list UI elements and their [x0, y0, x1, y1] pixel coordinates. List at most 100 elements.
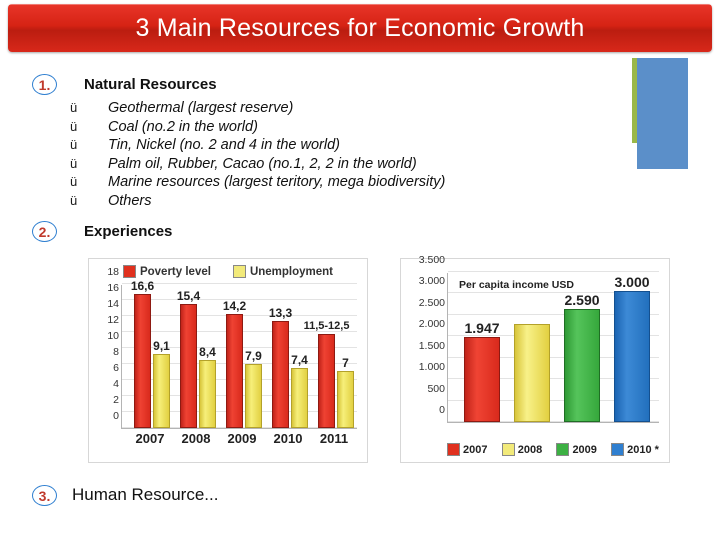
bar-poverty: 13,3	[269, 306, 292, 428]
bar-poverty: 15,4	[177, 289, 200, 428]
bar-value-label: 1.947	[464, 320, 500, 336]
bar-value-label: 2.590	[564, 292, 600, 308]
list-item: ü Palm oil, Rubber, Cacao (no.1, 2, 2 in…	[70, 156, 630, 175]
x-tick-label: 2011	[319, 431, 349, 446]
natural-resources-list: ü Geothermal (largest reserve) ü Coal (n…	[70, 100, 630, 211]
list-item: ü Marine resources (largest teritory, me…	[70, 174, 630, 193]
bar-value-label: 9,1	[153, 339, 170, 353]
list-item-human-resource: Human Resource...	[72, 485, 219, 504]
bar-value-label: 3.000	[614, 274, 650, 291]
legend-swatch-icon	[447, 443, 460, 456]
gridline	[448, 399, 659, 401]
legend-swatch-icon	[556, 443, 570, 456]
legend-entry-2010: 2010 *	[611, 443, 659, 456]
check-icon: ü	[70, 174, 78, 189]
legend-label: 2009	[572, 443, 597, 456]
list-item-label: Palm oil, Rubber, Cacao (no.1, 2, 2 in t…	[108, 155, 417, 172]
legend-entry-poverty: Poverty level	[122, 265, 211, 278]
legend-label: 2008	[517, 443, 543, 456]
bar-group: 16,6 9,1	[131, 279, 170, 428]
check-icon: ü	[70, 137, 78, 152]
bar-poverty: 16,6	[131, 279, 154, 428]
legend-label: 2007	[463, 443, 488, 456]
slide-title-bar: 3 Main Resources for Economic Growth	[8, 4, 712, 52]
list-item-label: Others	[108, 192, 152, 209]
list-item-experiences: Experiences	[84, 223, 173, 240]
list-item-label: Coal (no.2 in the world)	[108, 118, 258, 135]
x-tick-label: 2009	[227, 431, 257, 446]
legend-swatch-icon	[122, 265, 136, 278]
title-highlight	[8, 4, 712, 5]
bar-poverty: 11,5-12,5	[304, 321, 349, 428]
legend-entry-2007: 2007	[447, 443, 487, 456]
list-item-label: Geothermal (largest reserve)	[108, 100, 294, 116]
bar-unemployment: 7,4	[291, 353, 308, 428]
gridline	[122, 299, 357, 300]
y-tick-label: 3.000	[418, 275, 445, 288]
decorative-green-bar	[632, 58, 637, 143]
y-tick-label: 14	[107, 298, 119, 310]
y-tick-label: 1.500	[418, 339, 445, 352]
gridline	[122, 283, 357, 284]
bar-value-label: 11,5-12,5	[303, 320, 350, 333]
chart-poverty-unemployment: Poverty level Unemployment 0 2 4 6 8 10 …	[88, 258, 368, 463]
legend-entry-2009: 2009	[556, 443, 597, 456]
gridline	[448, 378, 659, 380]
page-title: 3 Main Resources for Economic Growth	[135, 13, 585, 42]
legend-entry-2008: 2008	[501, 443, 543, 456]
bar-2008	[514, 324, 550, 422]
legend-swatch-icon	[501, 443, 515, 456]
gridline	[448, 356, 659, 358]
gridline	[448, 292, 659, 294]
decorative-blue-bar	[637, 58, 688, 169]
check-icon: ü	[70, 118, 78, 134]
y-tick-label: 12	[107, 314, 119, 326]
y-tick-label: 8	[113, 346, 119, 358]
legend-swatch-icon	[611, 443, 625, 456]
check-icon: ü	[70, 100, 78, 115]
check-icon: ü	[70, 155, 78, 171]
bar-value-label: 7,4	[291, 353, 308, 367]
list-item: ü Tin, Nickel (no. 2 and 4 in the world)	[70, 137, 630, 156]
bar-value-label: 14,2	[222, 299, 247, 313]
chart-title-per-capita: Per capita income USD	[459, 279, 574, 291]
bar-value-label: 7,9	[245, 349, 262, 363]
y-tick-label: 0	[113, 410, 119, 422]
chart-legend-right: 2007 2008 2009 2010 *	[447, 443, 659, 456]
legend-entry-unemployment: Unemployment	[232, 265, 334, 278]
y-tick-label: 18	[107, 266, 119, 278]
legend-label: 2010 *	[627, 443, 659, 456]
plot-area-right: 0 500 1.000 1.500 2.000 2.500 3.000 3.50…	[419, 254, 659, 423]
list-number-1: 1.	[32, 74, 57, 95]
y-tick-label: 2.500	[418, 296, 445, 309]
x-tick-label: 2010	[273, 431, 303, 446]
bar-group: 13,3 7,4	[269, 306, 308, 428]
bar-2010: 3.000	[614, 274, 650, 422]
legend-label: Unemployment	[249, 265, 334, 278]
x-axis-labels-left: 2007 2008 2009 2010 2011	[121, 431, 357, 451]
y-tick-label: 500	[427, 382, 445, 395]
bar-group: 14,2 7,9	[223, 299, 262, 428]
y-tick-label: 16	[107, 282, 119, 294]
list-item-natural-resources: Natural Resources	[84, 76, 217, 93]
y-tick-label: 2	[113, 394, 119, 406]
bar-unemployment: 7	[337, 356, 354, 428]
list-item-label: Tin, Nickel (no. 2 and 4 in the world)	[108, 137, 340, 153]
gridline	[448, 271, 659, 272]
list-number-3: 3.	[32, 485, 57, 506]
x-tick-label: 2008	[181, 431, 211, 446]
bar-poverty: 14,2	[223, 299, 246, 428]
bar-group: 15,4 8,4	[177, 289, 216, 428]
bar-2007: 1.947	[464, 320, 500, 422]
legend-label: Poverty level	[139, 265, 211, 278]
chart-per-capita-income: Per capita income USD 0 500 1.000 1.500 …	[400, 254, 670, 463]
y-tick-label: 6	[113, 362, 119, 374]
bar-value-label: 8,4	[199, 345, 216, 359]
plot-area-left: 0 2 4 6 8 10 12 14 16 18 16,6 9,1	[107, 266, 357, 429]
bar-value-label: 16,6	[130, 279, 155, 293]
bar-unemployment: 7,9	[245, 349, 262, 428]
bar-group: 11,5-12,5 7	[304, 321, 354, 428]
y-tick-label: 4	[113, 378, 119, 390]
bar-unemployment: 9,1	[153, 339, 170, 428]
gridline	[448, 421, 659, 422]
